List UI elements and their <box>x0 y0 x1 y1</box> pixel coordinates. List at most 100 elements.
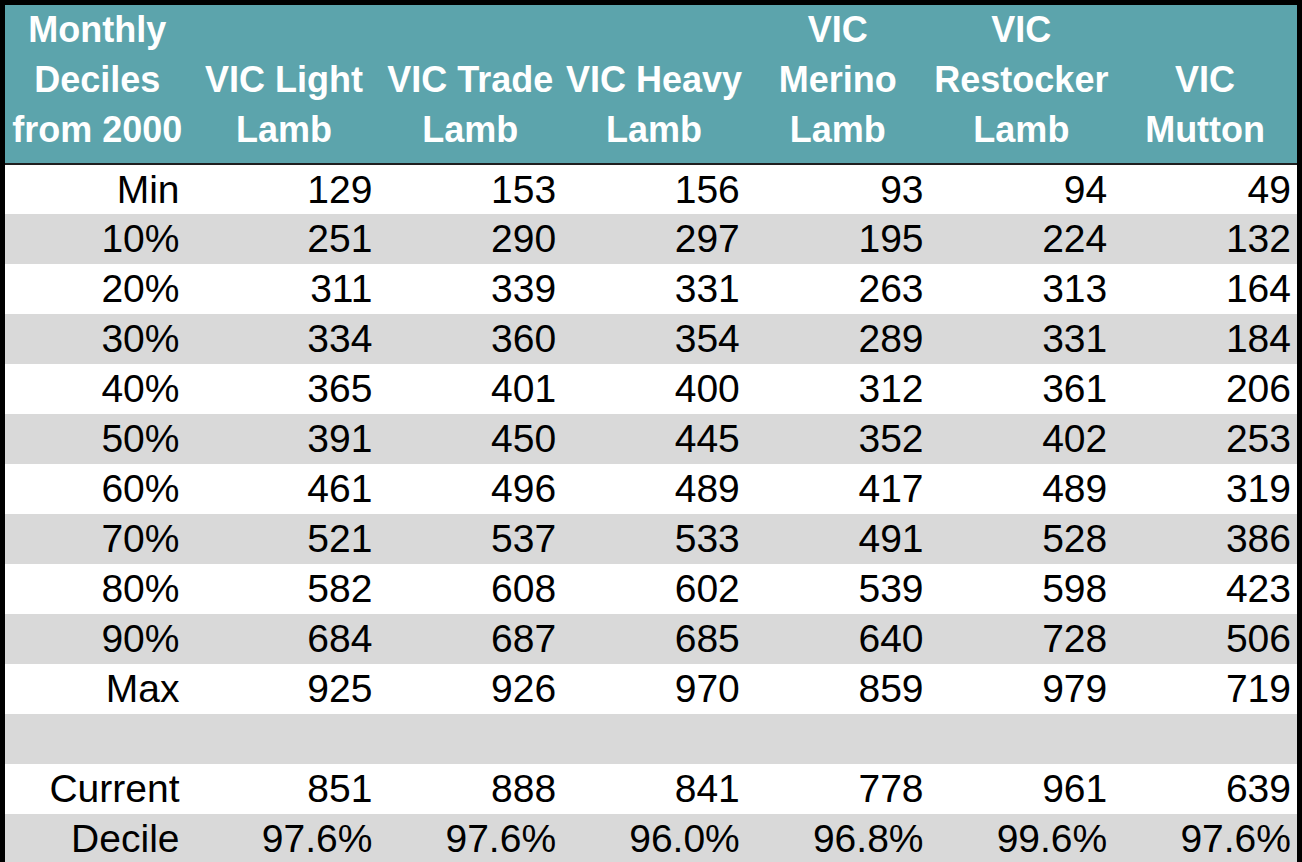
data-cell: 859 <box>746 664 930 714</box>
data-cell: 539 <box>746 564 930 614</box>
row-label <box>5 714 189 764</box>
data-cell: 331 <box>562 264 746 314</box>
table-row: Max925926970859979719 <box>5 664 1297 714</box>
table-row: 10%251290297195224132 <box>5 214 1297 264</box>
table-row: Current851888841778961639 <box>5 764 1297 814</box>
data-cell <box>1113 714 1297 764</box>
data-cell <box>930 714 1114 764</box>
data-cell: 400 <box>562 364 746 414</box>
data-cell: 97.6% <box>378 814 562 862</box>
row-label: 80% <box>5 564 189 614</box>
data-cell <box>378 714 562 764</box>
data-cell: 728 <box>930 614 1114 664</box>
data-cell: 49 <box>1113 164 1297 214</box>
row-label: 30% <box>5 314 189 364</box>
data-cell: 263 <box>746 264 930 314</box>
data-cell: 417 <box>746 464 930 514</box>
data-cell: 386 <box>1113 514 1297 564</box>
header-vic-mutton: VIC Mutton <box>1113 5 1297 164</box>
header-vic-restocker-lamb: VIC Restocker Lamb <box>930 5 1114 164</box>
data-cell: 491 <box>746 514 930 564</box>
data-cell: 602 <box>562 564 746 614</box>
row-label: 50% <box>5 414 189 464</box>
row-label: Decile <box>5 814 189 862</box>
header-vic-heavy-lamb: VIC Heavy Lamb <box>562 5 746 164</box>
data-cell: 450 <box>378 414 562 464</box>
data-cell: 961 <box>930 764 1114 814</box>
data-cell: 96.0% <box>562 814 746 862</box>
data-cell: 97.6% <box>189 814 378 862</box>
header-corner-monthly-deciles: Monthly Deciles from 2000 <box>5 5 189 164</box>
data-cell: 360 <box>378 314 562 364</box>
data-cell: 312 <box>746 364 930 414</box>
data-cell: 195 <box>746 214 930 264</box>
data-cell: 94 <box>930 164 1114 214</box>
row-label: Min <box>5 164 189 214</box>
table-row: 50%391450445352402253 <box>5 414 1297 464</box>
data-cell: 97.6% <box>1113 814 1297 862</box>
data-cell: 365 <box>189 364 378 414</box>
row-label: 70% <box>5 514 189 564</box>
table-row: 40%365401400312361206 <box>5 364 1297 414</box>
table-row: 20%311339331263313164 <box>5 264 1297 314</box>
data-cell: 253 <box>1113 414 1297 464</box>
data-cell: 401 <box>378 364 562 414</box>
monthly-deciles-table: Monthly Deciles from 2000 VIC Light Lamb… <box>5 5 1297 862</box>
row-label: 20% <box>5 264 189 314</box>
data-cell: 164 <box>1113 264 1297 314</box>
data-cell: 352 <box>746 414 930 464</box>
data-cell: 489 <box>930 464 1114 514</box>
data-cell: 224 <box>930 214 1114 264</box>
data-cell: 206 <box>1113 364 1297 414</box>
data-cell: 319 <box>1113 464 1297 514</box>
data-cell: 402 <box>930 414 1114 464</box>
data-cell: 93 <box>746 164 930 214</box>
header-vic-light-lamb: VIC Light Lamb <box>189 5 378 164</box>
row-label: Current <box>5 764 189 814</box>
data-cell: 334 <box>189 314 378 364</box>
data-cell: 496 <box>378 464 562 514</box>
data-cell: 506 <box>1113 614 1297 664</box>
data-cell: 445 <box>562 414 746 464</box>
data-cell: 778 <box>746 764 930 814</box>
data-cell: 361 <box>930 364 1114 414</box>
data-cell: 129 <box>189 164 378 214</box>
data-cell: 339 <box>378 264 562 314</box>
data-cell: 354 <box>562 314 746 364</box>
data-cell: 331 <box>930 314 1114 364</box>
data-cell: 313 <box>930 264 1114 314</box>
table-row: 70%521537533491528386 <box>5 514 1297 564</box>
data-cell: 423 <box>1113 564 1297 614</box>
data-cell: 841 <box>562 764 746 814</box>
data-cell: 684 <box>189 614 378 664</box>
data-cell: 888 <box>378 764 562 814</box>
data-cell: 132 <box>1113 214 1297 264</box>
table-header: Monthly Deciles from 2000 VIC Light Lamb… <box>5 5 1297 164</box>
row-label: 60% <box>5 464 189 514</box>
data-cell: 608 <box>378 564 562 614</box>
data-cell: 251 <box>189 214 378 264</box>
data-cell: 311 <box>189 264 378 314</box>
data-cell: 528 <box>930 514 1114 564</box>
data-cell: 582 <box>189 564 378 614</box>
data-cell: 687 <box>378 614 562 664</box>
data-cell: 489 <box>562 464 746 514</box>
table-row: Decile97.6%97.6%96.0%96.8%99.6%97.6% <box>5 814 1297 862</box>
data-cell <box>189 714 378 764</box>
header-vic-trade-lamb: VIC Trade Lamb <box>378 5 562 164</box>
row-label: 40% <box>5 364 189 414</box>
data-cell: 926 <box>378 664 562 714</box>
row-label: Max <box>5 664 189 714</box>
data-cell <box>746 714 930 764</box>
table-row: 30%334360354289331184 <box>5 314 1297 364</box>
data-cell: 153 <box>378 164 562 214</box>
data-cell: 521 <box>189 514 378 564</box>
header-vic-merino-lamb: VIC Merino Lamb <box>746 5 930 164</box>
data-cell: 851 <box>189 764 378 814</box>
header-row: Monthly Deciles from 2000 VIC Light Lamb… <box>5 5 1297 164</box>
deciles-table-sheet: Monthly Deciles from 2000 VIC Light Lamb… <box>0 0 1302 862</box>
data-cell: 156 <box>562 164 746 214</box>
data-cell: 289 <box>746 314 930 364</box>
data-cell: 925 <box>189 664 378 714</box>
data-cell: 99.6% <box>930 814 1114 862</box>
